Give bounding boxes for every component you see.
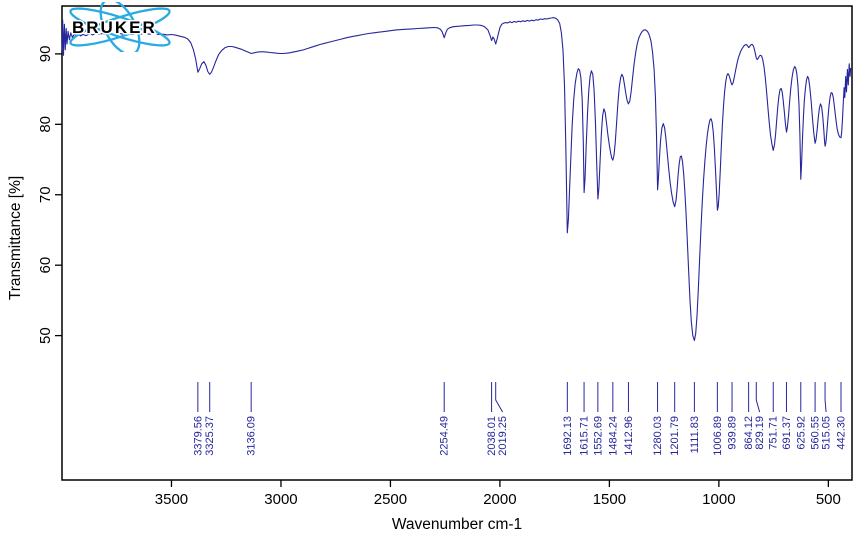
- x-tick-label: 1500: [593, 491, 626, 508]
- peak-label: 3325.37: [204, 416, 216, 456]
- y-tick-label: 90: [37, 46, 54, 63]
- peak-label: 442.30: [835, 416, 847, 450]
- x-tick-label: 3000: [264, 491, 297, 508]
- peak-label: 2019.25: [497, 416, 509, 456]
- peak-label: 1484.24: [607, 416, 619, 456]
- plot-border: [61, 5, 853, 481]
- peak-label: 1006.89: [712, 416, 724, 456]
- peak-label: 864.12: [743, 416, 755, 450]
- x-tick-label: 500: [816, 491, 841, 508]
- peak-label: 939.89: [727, 416, 739, 450]
- peak-label: 1201.79: [669, 416, 681, 456]
- peak-label: 1280.03: [652, 416, 664, 456]
- x-axis-title: Wavenumber cm-1: [392, 516, 522, 533]
- y-tick-label: 70: [37, 186, 54, 203]
- peak-marker-line: [495, 382, 504, 413]
- peak-label: 560.55: [810, 416, 822, 450]
- bruker-knot-icon: [69, 2, 171, 52]
- bruker-logo-text: BRUKER: [72, 18, 157, 37]
- x-tick-label: 1000: [702, 491, 735, 508]
- peak-label: 2254.49: [439, 416, 451, 456]
- peak-label: 515.05: [821, 416, 833, 450]
- x-tick-label: 2000: [483, 491, 516, 508]
- peak-label: 829.19: [754, 416, 766, 450]
- peak-label: 3379.56: [192, 416, 204, 456]
- peak-label: 691.37: [781, 416, 793, 450]
- peak-label: 1615.71: [579, 416, 591, 456]
- peak-label: 1111.83: [689, 416, 701, 453]
- x-tick-label: 2500: [374, 491, 407, 508]
- peak-label: 1692.13: [562, 416, 574, 456]
- y-tick-label: 80: [37, 116, 54, 133]
- y-tick-label: 50: [37, 327, 54, 344]
- peak-label: 1552.69: [592, 416, 604, 456]
- peak-label: 751.71: [768, 416, 780, 450]
- peak-marker-line: [824, 382, 827, 413]
- peak-label: 1412.96: [623, 416, 635, 456]
- peak-label: 3136.09: [246, 416, 258, 456]
- peak-label: 625.92: [795, 416, 807, 450]
- bruker-logo: BRUKER: [69, 2, 171, 52]
- plot-area: 3500 3000 2500 2000 1500 1000 500 90 80 70 60 50 337…: [37, 5, 853, 508]
- y-axis-title: Transmittance [%]: [7, 176, 24, 300]
- peak-marker-line: [755, 382, 761, 413]
- peak-label: 2038.01: [486, 416, 498, 456]
- spectrum-trace: [61, 17, 852, 342]
- x-tick-label: 3500: [155, 491, 188, 508]
- y-tick-label: 60: [37, 257, 54, 274]
